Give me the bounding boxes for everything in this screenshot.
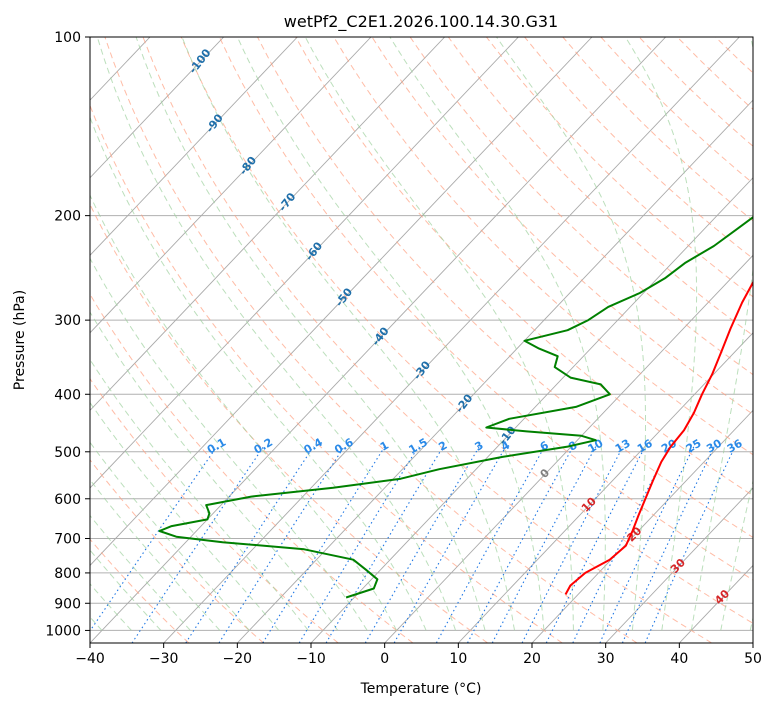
x-tick-label: −10 (296, 651, 326, 667)
mixing-ratio-line (393, 446, 507, 643)
x-tick-label: 0 (380, 651, 389, 667)
moist-adiabat (181, 37, 515, 631)
x-tick-label: 40 (670, 651, 688, 667)
mixing-ratio-line (621, 446, 715, 643)
dry-adiabat (90, 458, 264, 643)
isotherm-line (90, 37, 372, 334)
moist-adiabat (624, 37, 698, 631)
dry-adiabat (333, 37, 753, 456)
x-tick-label: 30 (597, 651, 615, 667)
x-tick-label: 20 (523, 651, 541, 667)
moist-adiabat (236, 37, 545, 631)
x-tick-label: 50 (744, 651, 762, 667)
dry-adiabat (142, 37, 712, 643)
dry-adiabat (257, 37, 753, 539)
dry-adiabat (180, 37, 753, 624)
y-tick-label: 700 (54, 532, 81, 548)
chart-title: wetPf2_C2E1.2026.100.14.30.G31 (284, 12, 558, 32)
mixing-ratio-line (599, 446, 695, 643)
dry-adiabat (218, 37, 753, 581)
moist-adiabat (304, 37, 574, 631)
dry-adiabat (90, 538, 190, 643)
y-tick-label: 600 (54, 492, 81, 508)
dry-adiabat (371, 37, 753, 415)
plot-frame (89, 36, 754, 644)
isotherm-line (90, 37, 519, 489)
mixing-ratio-line (185, 446, 314, 643)
mixing-ratio-line (218, 446, 345, 643)
mixing-ratio-line (467, 446, 574, 643)
moist-adiabat (90, 116, 427, 631)
moist-adiabat (96, 37, 456, 631)
y-tick-label: 100 (54, 30, 81, 46)
x-tick-label: 10 (449, 651, 467, 667)
dry-adiabat (295, 37, 753, 497)
isotherm-line (605, 487, 753, 643)
dry-adiabat (90, 104, 563, 643)
y-tick-label: 900 (54, 596, 81, 612)
moist-adiabat (90, 194, 398, 631)
axes: −40 −30 −20 −10 0 10 20 30 40 50 100 200 300 400 500 60… (45, 30, 762, 667)
dry-adiabat (90, 377, 339, 643)
moist-adiabat (496, 37, 646, 631)
x-tick-label: −20 (223, 651, 253, 667)
y-axis-label: Pressure (hPa) (12, 290, 28, 390)
y-tick-label: 500 (54, 445, 81, 461)
isotherm-line (384, 254, 753, 643)
x-tick-label: −40 (75, 651, 105, 667)
isotherm-line (90, 37, 593, 567)
moist-adiabat (90, 358, 309, 631)
dry-adiabat (90, 203, 488, 643)
isotherm-line (90, 37, 298, 256)
moist-adiabat (90, 257, 368, 631)
background-lines (90, 37, 753, 643)
moist-adiabat (90, 401, 280, 631)
mixing-ratio-line (262, 446, 386, 643)
profile-series (158, 216, 753, 599)
moist-adiabat (720, 478, 753, 631)
moist-adiabat (90, 441, 250, 631)
isotherm-line (457, 332, 753, 643)
isotherm-line (90, 37, 667, 643)
isotherm-line (90, 37, 225, 179)
dry-adiabat (447, 37, 753, 337)
isotherm-line (90, 37, 446, 412)
y-tick-label: 300 (54, 313, 81, 329)
mixing-ratio-line (364, 446, 480, 643)
y-tick-label: 400 (54, 387, 81, 403)
temperature-profile-line (564, 280, 753, 595)
dry-adiabat (90, 293, 414, 643)
moist-adiabat (90, 311, 339, 631)
moist-adiabat (135, 37, 486, 631)
x-tick-label: −30 (149, 651, 179, 667)
dry-adiabat (409, 37, 753, 376)
mixing-ratio-line (131, 446, 265, 643)
y-tick-label: 1000 (45, 623, 81, 639)
x-axis-label: Temperature (°C) (360, 681, 482, 697)
y-tick-label: 800 (54, 566, 81, 582)
mixing-ratio-line (435, 446, 546, 643)
mixing-ratio-line (325, 446, 444, 643)
y-tick-label: 200 (54, 209, 81, 225)
moist-adiabat (389, 37, 606, 631)
isotherm-line (163, 37, 740, 643)
mixing-ratio-line (298, 446, 419, 643)
dewpoint-profile-line (158, 216, 753, 599)
